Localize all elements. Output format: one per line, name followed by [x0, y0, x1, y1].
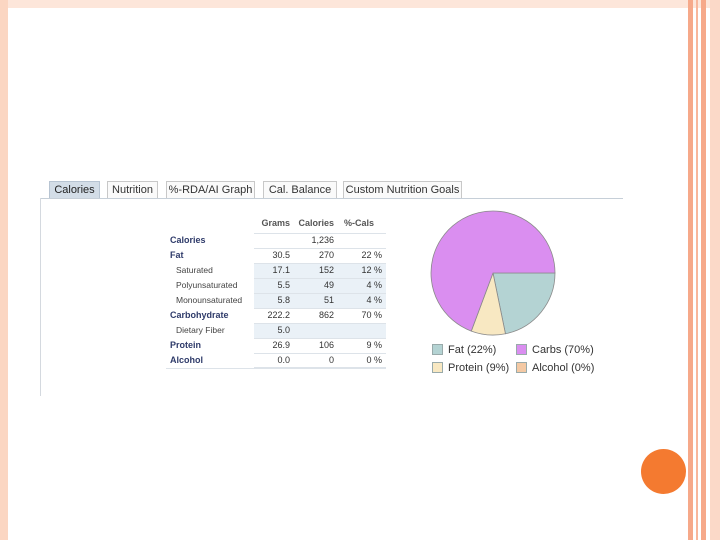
table-row: Carbohydrate 222.2 862 70 %: [166, 308, 386, 323]
cell-calories: 0: [328, 355, 334, 365]
table-row: Polyunsaturated 5.5 49 4 %: [166, 278, 386, 293]
cell-grams: 5.8: [277, 295, 290, 305]
pie-slice-carbs: [430, 210, 556, 332]
row-label: Polyunsaturated: [176, 280, 238, 290]
cell-calories: 152: [318, 265, 334, 275]
slide-top-band: [0, 0, 720, 8]
tab-cal-balance[interactable]: Cal. Balance: [263, 181, 337, 198]
cell-grams: 222.2: [267, 310, 290, 320]
cell-pct: 4 %: [366, 280, 382, 290]
table-row: Monounsaturated 5.8 51 4 %: [166, 293, 386, 308]
tab-custom-nutrition-goals[interactable]: Custom Nutrition Goals: [343, 181, 462, 198]
cell-pct: 4 %: [366, 295, 382, 305]
row-label: Carbohydrate: [170, 310, 229, 320]
header-grams: Grams: [261, 218, 290, 228]
legend-item-protein: Protein (9%): [432, 362, 509, 375]
row-label: Fat: [170, 250, 184, 260]
tab-divider: [40, 198, 623, 199]
cell-calories: 106: [318, 340, 334, 350]
slide-right-stripe: [710, 0, 720, 540]
legend-label: Protein (9%): [448, 362, 510, 374]
table-header: Grams Calories %-Cals: [166, 218, 386, 232]
table-row: Dietary Fiber 5.0: [166, 323, 386, 338]
cell-grams: 0.0: [277, 355, 290, 365]
cell-pct: 0 %: [366, 355, 382, 365]
tab-rda-ai-graph[interactable]: %-RDA/AI Graph: [166, 181, 255, 198]
row-label: Saturated: [176, 265, 213, 275]
legend-swatch: [516, 362, 527, 373]
cell-calories: 51: [323, 295, 334, 305]
header-calories: Calories: [298, 218, 334, 228]
cell-pct: 9 %: [366, 340, 382, 350]
table-row: Saturated 17.1 152 12 %: [166, 263, 386, 278]
cell-calories: 270: [318, 250, 334, 260]
legend-item-alcohol: Alcohol (0%): [516, 362, 594, 375]
cell-grams: 30.5: [272, 250, 290, 260]
cell-pct: 12 %: [361, 265, 382, 275]
panel-border: [40, 198, 41, 396]
header-pct-cals: %-Cals: [343, 218, 374, 228]
slide-orange-circle: [641, 449, 686, 494]
legend-label: Alcohol (0%): [532, 362, 595, 374]
tab-nutrition[interactable]: Nutrition: [107, 181, 158, 198]
table-row: Protein 26.9 106 9 %: [166, 338, 386, 353]
slide-right-stripe: [688, 0, 693, 540]
cell-grams: 26.9: [272, 340, 290, 350]
legend-item-fat: Fat (22%): [432, 344, 496, 357]
slide-right-stripe: [696, 0, 698, 540]
cell-calories: 862: [318, 310, 334, 320]
cell-calories: 1,236: [311, 235, 334, 245]
slide-right-stripe: [701, 0, 706, 540]
legend-swatch: [516, 344, 527, 355]
row-label: Calories: [170, 235, 206, 245]
legend-swatch: [432, 362, 443, 373]
row-label: Alcohol: [170, 355, 203, 365]
legend-item-carbs: Carbs (70%): [516, 344, 594, 357]
table-row: Fat 30.5 270 22 %: [166, 248, 386, 263]
cell-grams: 5.0: [277, 325, 290, 335]
table-row: Calories 1,236: [166, 233, 386, 248]
calorie-pie-chart: [430, 210, 556, 336]
table-row: Alcohol 0.0 0 0 %: [166, 353, 386, 369]
legend-swatch: [432, 344, 443, 355]
pie-slice-fat: [492, 272, 556, 335]
cell-grams: 5.5: [277, 280, 290, 290]
row-label: Protein: [170, 340, 202, 350]
legend-label: Fat (22%): [448, 344, 497, 356]
cell-grams: 17.1: [272, 265, 290, 275]
slide-left-border: [0, 0, 8, 540]
cell-pct: 22 %: [361, 250, 382, 260]
tab-calories[interactable]: Calories: [49, 181, 100, 198]
legend-label: Carbs (70%): [532, 344, 594, 356]
row-label: Monounsaturated: [176, 295, 243, 305]
row-label: Dietary Fiber: [176, 325, 225, 335]
cell-calories: 49: [323, 280, 334, 290]
cell-pct: 70 %: [361, 310, 382, 320]
